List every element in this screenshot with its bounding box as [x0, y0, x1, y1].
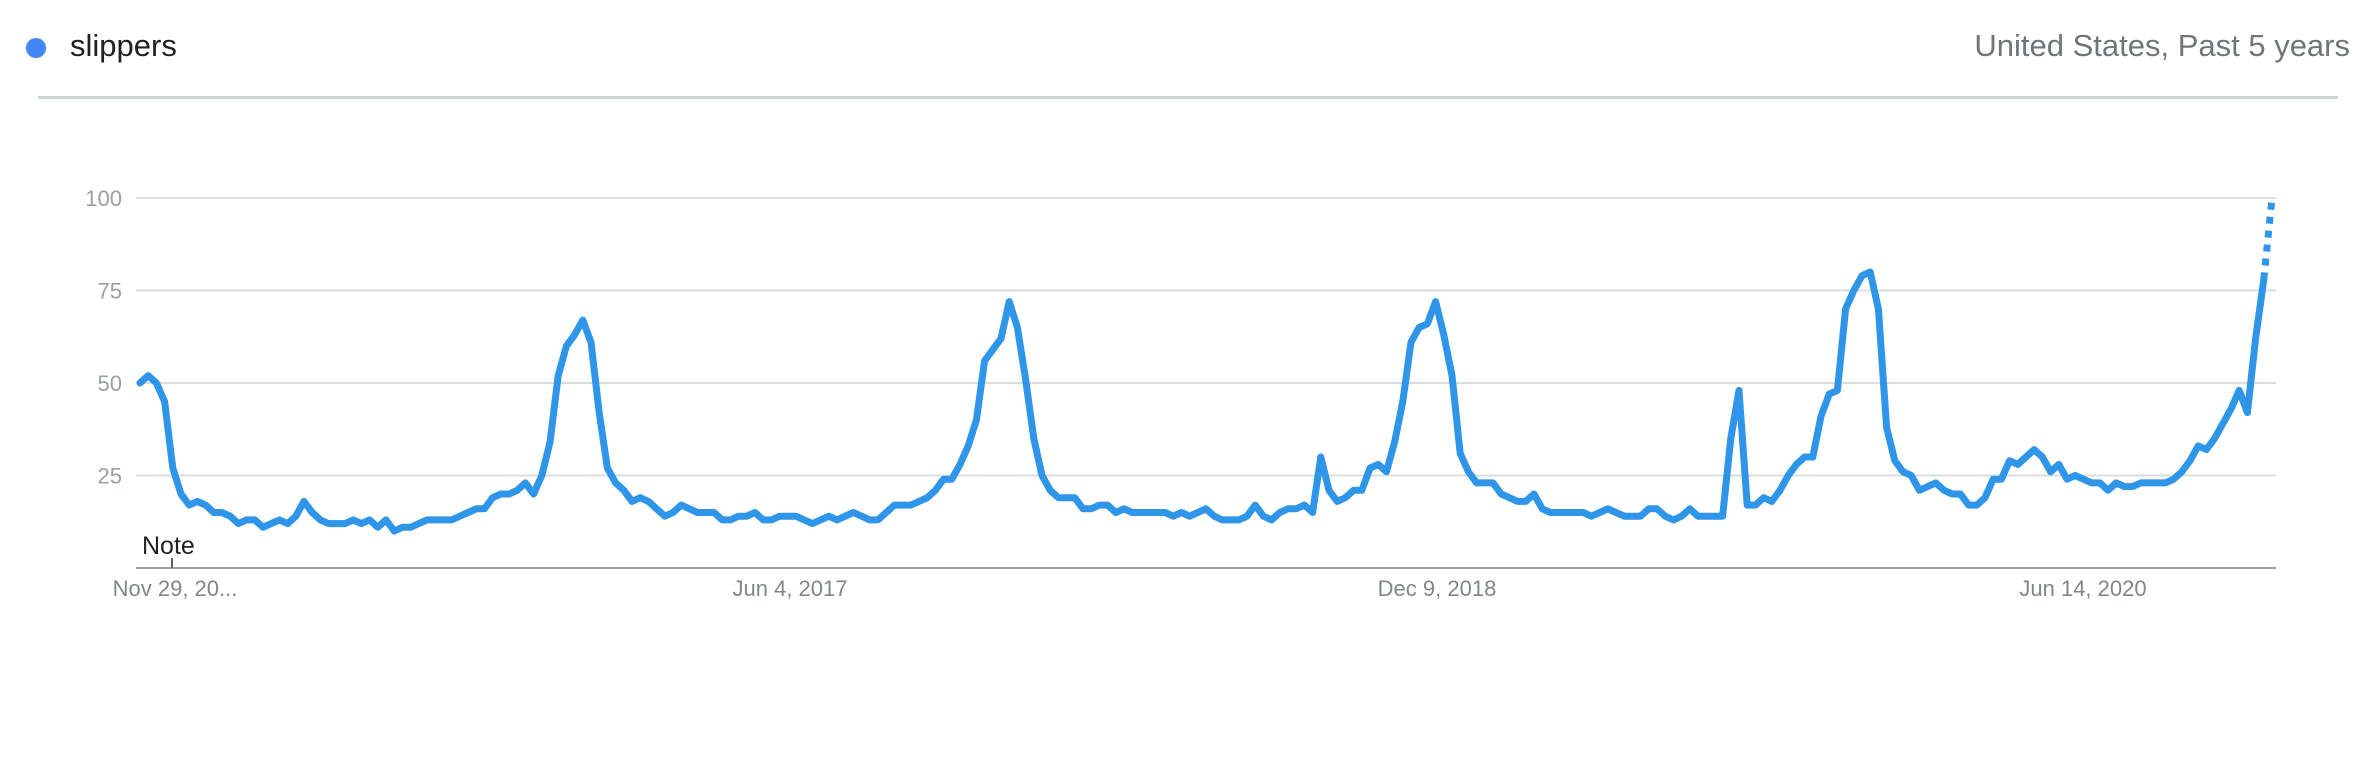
y-tick-label: 100: [85, 186, 122, 211]
x-tick-label: Dec 9, 2018: [1378, 576, 1497, 601]
series-line-partial: [2260, 197, 2276, 280]
x-tick-label: Jun 4, 2017: [733, 576, 848, 601]
x-tick-label: Jun 14, 2020: [2019, 576, 2146, 601]
y-tick-label: 75: [98, 279, 122, 304]
chart-header: slippers United States, Past 5 years: [0, 0, 2376, 100]
series-legend-dot-icon: [26, 38, 46, 58]
region-period-label[interactable]: United States, Past 5 years: [1974, 28, 2350, 63]
series-line-slippers[interactable]: [136, 268, 2268, 535]
note-annotation[interactable]: Note: [142, 532, 195, 560]
grid-lines: [136, 197, 2276, 477]
header-divider: [38, 96, 2338, 99]
x-tick-label: Nov 29, 20...: [113, 576, 238, 601]
x-axis-ticks: Nov 29, 20... Jun 4, 2017 Dec 9, 2018 Jun 1…: [113, 576, 2147, 601]
y-tick-label: 25: [98, 464, 122, 489]
y-axis-ticks: 25 50 75 100: [85, 186, 122, 489]
y-tick-label: 50: [98, 371, 122, 396]
search-term-label[interactable]: slippers: [70, 28, 177, 63]
interest-over-time-chart[interactable]: 25 50 75 100 Nov 29, 20... Jun 4, 2017 Dec 9,…: [0, 100, 2376, 620]
